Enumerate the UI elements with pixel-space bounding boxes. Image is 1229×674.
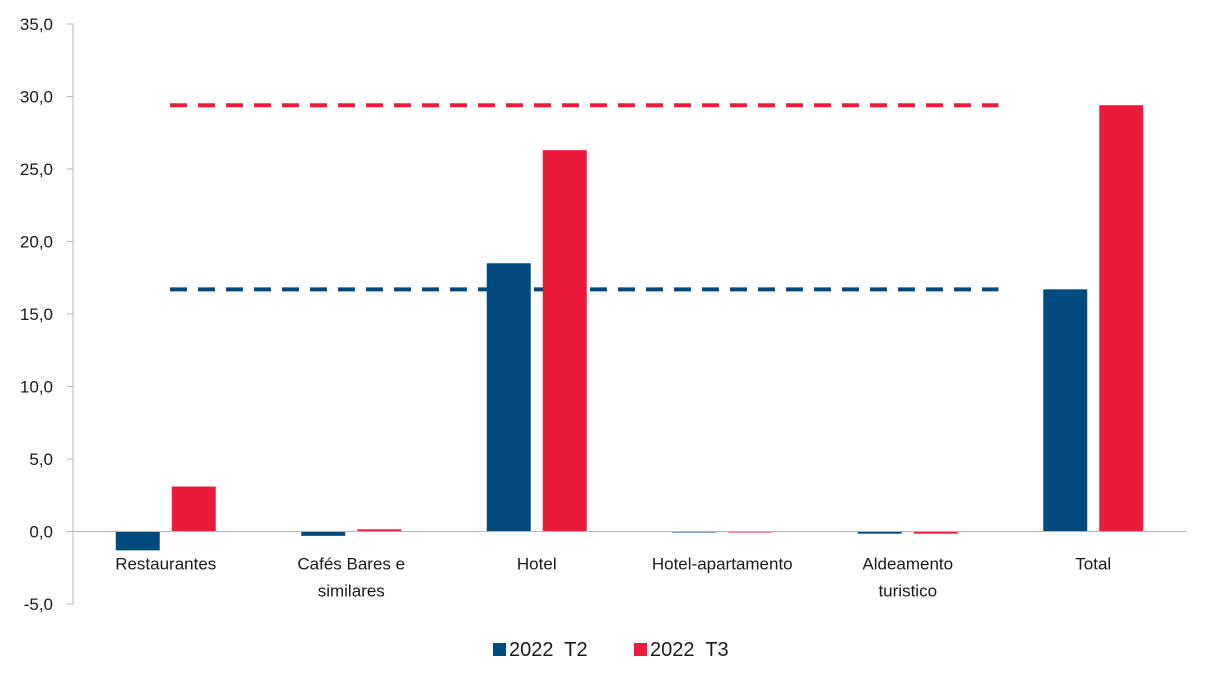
bar-t2 (486, 263, 531, 532)
y-tick-label: 10,0 (20, 378, 53, 397)
bar-t3 (913, 531, 958, 534)
bar-t2 (857, 531, 902, 534)
bar-t3 (542, 150, 587, 532)
axes (67, 23, 1186, 605)
y-tick-label: 25,0 (20, 160, 53, 179)
x-tick-label: Cafés Bares e (297, 555, 405, 574)
x-tick-labels: Restaurantes Cafés Bares e similares Hotel H… (115, 555, 1111, 601)
x-tick-label: Restaurantes (115, 555, 216, 574)
legend: 2022 T2 2022 T3 (493, 639, 729, 661)
x-tick-label: Aldeamento (862, 555, 953, 574)
bars (115, 105, 1144, 551)
x-tick-label: turistico (878, 582, 937, 601)
bar-t3 (357, 529, 402, 532)
y-tick-labels: -5,0 0,0 5,0 10,0 15,0 20,0 25,0 30,0 35,0 (20, 15, 53, 614)
y-tick-label: 15,0 (20, 305, 53, 324)
y-tick-label: 35,0 (20, 15, 53, 34)
bar-t2 (1043, 289, 1088, 532)
x-tick-label: Total (1075, 555, 1111, 574)
x-tick-label: Hotel-apartamento (652, 555, 793, 574)
bar-t3 (171, 486, 216, 532)
y-tick-label: 20,0 (20, 233, 53, 252)
bar-t2 (115, 531, 160, 551)
legend-label: 2022 T2 (509, 639, 588, 661)
bar-t3 (1099, 105, 1144, 532)
legend-swatch (493, 643, 506, 656)
x-tick-label: similares (318, 582, 385, 601)
y-tick-label: 0,0 (29, 523, 53, 542)
legend-swatch (634, 643, 647, 656)
y-tick-label: 5,0 (29, 450, 53, 469)
legend-label: 2022 T3 (650, 639, 729, 661)
bar-t2 (301, 531, 346, 536)
y-tick-label: -5,0 (24, 595, 53, 614)
y-tick-label: 30,0 (20, 88, 53, 107)
x-tick-label: Hotel (517, 555, 557, 574)
